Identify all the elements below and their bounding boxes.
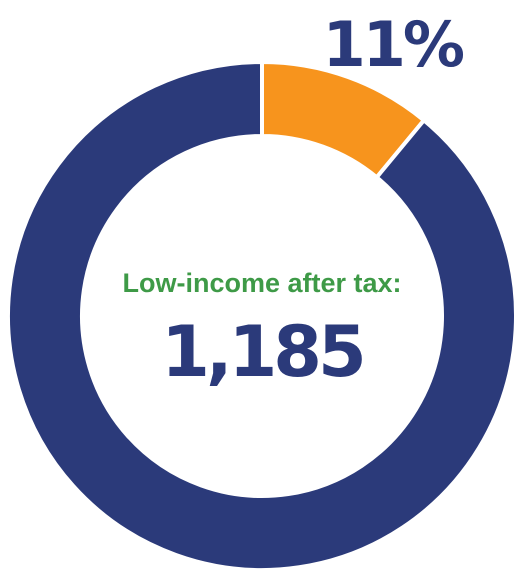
center-caption: Low-income after tax: — [122, 268, 401, 298]
donut-slice-1 — [6, 59, 516, 571]
center-value: 1,185 — [161, 311, 362, 393]
highlight-percent-label: 11% — [323, 8, 464, 81]
donut-slices — [6, 59, 516, 571]
